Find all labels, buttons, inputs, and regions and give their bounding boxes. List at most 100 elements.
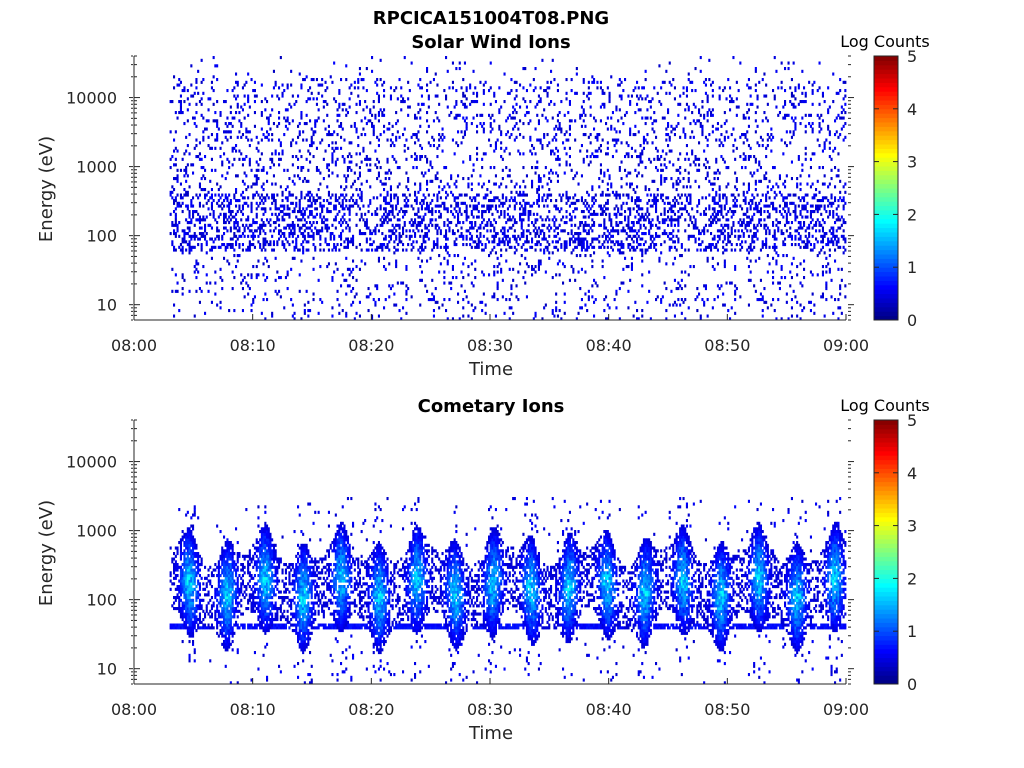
data-cell (532, 267, 535, 271)
data-cell (756, 141, 759, 145)
data-cell (450, 281, 453, 285)
data-cell (730, 281, 733, 285)
data-cell (283, 89, 286, 93)
data-cell (345, 193, 348, 197)
data-cell (563, 133, 566, 137)
data-cell (224, 221, 227, 225)
data-cell (725, 218, 728, 222)
data-cell (410, 218, 413, 222)
data-cell (567, 196, 570, 200)
data-cell (462, 78, 465, 82)
data-cell (761, 314, 764, 318)
data-cell (434, 300, 437, 304)
data-cell (765, 193, 768, 197)
data-cell (496, 287, 499, 291)
data-cell (221, 234, 224, 238)
data-cell (193, 270, 196, 274)
data-cell (758, 144, 761, 148)
data-cell (691, 80, 694, 84)
data-cell (512, 111, 515, 115)
data-cell (708, 179, 711, 183)
data-cell (374, 229, 377, 233)
data-cell (434, 111, 437, 115)
data-cell (763, 218, 766, 222)
data-cell (186, 89, 189, 93)
data-cell (455, 141, 458, 145)
data-cell (192, 234, 195, 238)
data-cell (178, 201, 181, 205)
data-cell (298, 177, 301, 181)
data-cell (773, 97, 776, 101)
data-cell (710, 215, 713, 219)
data-cell (670, 130, 673, 134)
data-cell (596, 212, 599, 216)
data-cell (761, 298, 764, 302)
data-cell (765, 177, 768, 181)
data-cell (214, 168, 217, 172)
data-cell (636, 199, 639, 203)
data-cell (525, 262, 528, 266)
data-cell (216, 138, 219, 142)
data-cell (470, 226, 473, 230)
data-cell (212, 215, 215, 219)
data-cell (355, 223, 358, 227)
data-cell (591, 196, 594, 200)
data-cell (476, 152, 479, 156)
data-cell (477, 210, 480, 214)
data-cell (252, 218, 255, 222)
data-cell (255, 273, 258, 277)
data-cell (391, 212, 394, 216)
data-cell (322, 204, 325, 208)
data-cell (493, 226, 496, 230)
data-cell (754, 83, 757, 87)
data-cell (493, 292, 496, 296)
data-cell (782, 152, 785, 156)
data-cell (582, 119, 585, 123)
data-cell (293, 256, 296, 260)
data-cell (434, 72, 437, 76)
data-cell (379, 58, 382, 62)
data-cell (765, 171, 768, 175)
data-cell (290, 298, 293, 302)
data-cell (493, 182, 496, 186)
data-cell (297, 94, 300, 98)
data-cell (338, 89, 341, 93)
data-cell (198, 232, 201, 236)
data-cell (653, 157, 656, 161)
data-cell (665, 138, 668, 142)
data-cell (331, 146, 334, 150)
data-cell (417, 138, 420, 142)
data-cell (508, 317, 511, 321)
data-cell (610, 229, 613, 233)
data-cell (420, 102, 423, 106)
data-cell (346, 237, 349, 241)
data-cell (415, 201, 418, 205)
data-cell (436, 229, 439, 233)
data-cell (279, 210, 282, 214)
data-cell (525, 193, 528, 197)
data-cell (618, 248, 621, 252)
data-cell (432, 314, 435, 318)
data-cell (711, 199, 714, 203)
data-cell (694, 122, 697, 126)
data-cell (498, 243, 501, 247)
data-cell (637, 196, 640, 200)
data-cell (720, 141, 723, 145)
data-cell (221, 163, 224, 167)
data-cell (749, 199, 752, 203)
data-cell (660, 163, 663, 167)
data-cell (658, 259, 661, 263)
data-cell (386, 127, 389, 131)
data-cell (360, 182, 363, 186)
data-cell (228, 309, 231, 313)
data-cell (599, 86, 602, 90)
data-cell (718, 193, 721, 197)
data-cell (694, 298, 697, 302)
data-cell (603, 218, 606, 222)
data-cell (639, 248, 642, 252)
data-cell (605, 122, 608, 126)
data-cell (383, 130, 386, 134)
data-cell (508, 168, 511, 172)
data-cell (379, 204, 382, 208)
data-cell (517, 127, 520, 131)
